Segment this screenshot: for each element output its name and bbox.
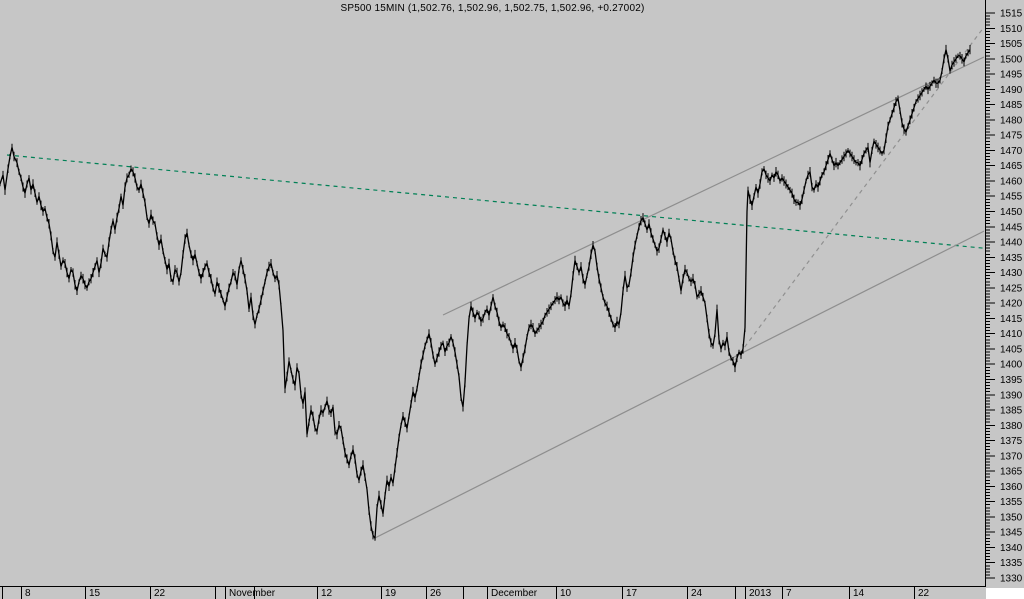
- y-tick-label: 1500: [1000, 54, 1023, 65]
- y-tick-label: 1485: [1000, 100, 1023, 111]
- trendline-channel-upper: [442, 56, 985, 316]
- x-tick-label: 7: [786, 588, 792, 599]
- y-tick-label: 1400: [1000, 360, 1023, 371]
- y-tick-label: 1395: [1000, 375, 1023, 386]
- y-tick-label: 1330: [1000, 574, 1023, 585]
- y-tick-label: 1360: [1000, 482, 1023, 493]
- trendline-steep-support: [734, 26, 985, 361]
- x-tick-label: 24: [691, 588, 703, 599]
- y-tick-label: 1335: [1000, 558, 1023, 569]
- x-tick-label: December: [491, 588, 538, 599]
- x-tick-label: 8: [25, 588, 31, 599]
- y-tick-label: 1465: [1000, 161, 1023, 172]
- y-tick-label: 1425: [1000, 283, 1023, 294]
- y-tick-label: 1480: [1000, 115, 1023, 126]
- x-tick-label: 2013: [749, 588, 772, 599]
- corner-spacer: [986, 588, 1024, 599]
- trendline-channel-lower: [374, 230, 985, 539]
- y-tick-label: 1455: [1000, 192, 1023, 203]
- x-tick-label: 26: [430, 588, 442, 599]
- y-tick-label: 1355: [1000, 497, 1023, 508]
- y-tick-label: 1475: [1000, 131, 1023, 142]
- y-tick-label: 1375: [1000, 436, 1023, 447]
- y-tick-label: 1420: [1000, 299, 1023, 310]
- x-tick-label: 22: [154, 588, 166, 599]
- y-tick-label: 1365: [1000, 467, 1023, 478]
- y-tick-label: 1340: [1000, 543, 1023, 554]
- y-tick-label: 1385: [1000, 406, 1023, 417]
- y-tick-label: 1415: [1000, 314, 1023, 325]
- x-tick-label: 10: [560, 588, 572, 599]
- y-tick-label: 1495: [1000, 70, 1023, 81]
- y-tick-label: 1405: [1000, 344, 1023, 355]
- y-tick-label: 1430: [1000, 268, 1023, 279]
- y-tick-label: 1515: [1000, 9, 1023, 20]
- x-tick-label: 14: [853, 588, 865, 599]
- y-tick-label: 1490: [1000, 85, 1023, 96]
- x-tick-label: November: [229, 588, 276, 599]
- y-tick-label: 1350: [1000, 512, 1023, 523]
- x-tick-label: 22: [918, 588, 930, 599]
- y-tick-label: 1510: [1000, 24, 1023, 35]
- y-tick-label: 1345: [1000, 528, 1023, 539]
- y-tick-label: 1370: [1000, 451, 1023, 462]
- trendline-descending-resistance: [6, 154, 985, 249]
- y-tick-label: 1410: [1000, 329, 1023, 340]
- x-tick-label: 15: [89, 588, 101, 599]
- price-series-line: [0, 49, 971, 541]
- y-tick-label: 1440: [1000, 238, 1023, 249]
- y-tick-label: 1450: [1000, 207, 1023, 218]
- y-tick-label: 1435: [1000, 253, 1023, 264]
- price-series-bars: [0, 44, 971, 541]
- x-tick-label: 12: [321, 588, 333, 599]
- y-tick-label: 1380: [1000, 421, 1023, 432]
- y-tick-label: 1390: [1000, 390, 1023, 401]
- y-tick-label: 1470: [1000, 146, 1023, 157]
- y-tick-label: 1445: [1000, 222, 1023, 233]
- y-tick-label: 1460: [1000, 177, 1023, 188]
- y-tick-label: 1505: [1000, 39, 1023, 50]
- x-tick-label: 19: [385, 588, 397, 599]
- x-tick-label: 17: [626, 588, 638, 599]
